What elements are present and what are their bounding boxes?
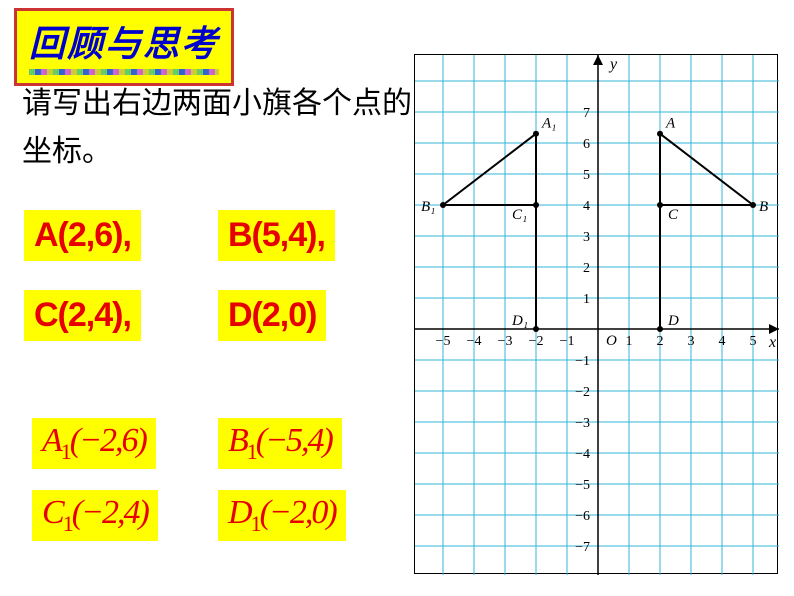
coord-A1-val: (−2,6) — [70, 422, 146, 459]
svg-text:1: 1 — [626, 334, 633, 349]
svg-text:B₁: B₁ — [421, 199, 435, 215]
svg-text:A₁: A₁ — [541, 116, 556, 132]
coord-C1-letter: C — [42, 494, 63, 531]
coord-A1: A1(−2,6) — [32, 418, 156, 469]
svg-text:−4: −4 — [575, 447, 590, 462]
coord-B1-val: (−5,4) — [256, 422, 332, 459]
coord-C: C(2,4), — [24, 290, 141, 341]
svg-text:2: 2 — [583, 261, 590, 276]
svg-text:6: 6 — [583, 137, 590, 152]
coord-C1-sub: 1 — [63, 511, 72, 536]
svg-text:C₁: C₁ — [512, 207, 527, 223]
title-decoration — [29, 69, 219, 75]
coord-D1-letter: D — [228, 494, 251, 531]
svg-text:C: C — [668, 207, 679, 223]
svg-text:4: 4 — [583, 199, 590, 214]
svg-text:O: O — [606, 333, 617, 349]
svg-text:2: 2 — [657, 334, 664, 349]
coord-D1-sub: 1 — [251, 511, 260, 536]
svg-text:D₁: D₁ — [511, 313, 528, 329]
svg-text:−2: −2 — [575, 385, 590, 400]
svg-text:4: 4 — [719, 334, 726, 349]
svg-text:−1: −1 — [575, 354, 590, 369]
svg-text:5: 5 — [750, 334, 757, 349]
coord-C1-val: (−2,4) — [72, 494, 148, 531]
svg-text:−5: −5 — [436, 334, 451, 349]
svg-text:D: D — [667, 313, 679, 329]
coord-B1-sub: 1 — [247, 439, 256, 464]
svg-text:−3: −3 — [575, 416, 590, 431]
svg-text:y: y — [608, 56, 618, 73]
svg-text:−3: −3 — [498, 334, 513, 349]
svg-text:−7: −7 — [575, 540, 590, 555]
coord-A1-sub: 1 — [61, 439, 70, 464]
svg-text:−4: −4 — [467, 334, 482, 349]
coord-D1: D1(−2,0) — [218, 490, 346, 541]
graph-svg: −5 −4 −3 −2 −1 1 2 3 4 5 −7 −6 −5 −4 −3 −2 −1 1 2 3 4 5 6 7 x y O A… — [415, 55, 779, 575]
svg-text:−6: −6 — [575, 509, 590, 524]
title-box: 回顾与思考 — [14, 8, 234, 86]
svg-text:A: A — [665, 116, 676, 132]
svg-text:1: 1 — [583, 292, 590, 307]
svg-text:5: 5 — [583, 168, 590, 183]
svg-text:x: x — [768, 334, 776, 351]
coord-A: A(2,6), — [24, 210, 141, 261]
coord-D: D(2,0) — [218, 290, 326, 341]
coord-C1: C1(−2,4) — [32, 490, 158, 541]
svg-text:−5: −5 — [575, 478, 590, 493]
coord-A1-letter: A — [42, 422, 61, 459]
svg-text:−2: −2 — [529, 334, 544, 349]
question-text: 请写出右边两面小旗各个点的坐标。 — [22, 80, 412, 176]
coordinate-graph: −5 −4 −3 −2 −1 1 2 3 4 5 −7 −6 −5 −4 −3 −2 −1 1 2 3 4 5 6 7 x y O A… — [414, 54, 778, 574]
svg-text:3: 3 — [583, 230, 590, 245]
svg-text:−1: −1 — [560, 334, 575, 349]
coord-B1: B1(−5,4) — [218, 418, 342, 469]
title-text: 回顾与思考 — [29, 15, 219, 67]
coord-D1-val: (−2,0) — [260, 494, 336, 531]
svg-text:B: B — [759, 199, 768, 215]
coord-B: B(5,4), — [218, 210, 335, 261]
coord-B1-letter: B — [228, 422, 247, 459]
svg-text:7: 7 — [583, 106, 590, 121]
svg-text:3: 3 — [688, 334, 695, 349]
